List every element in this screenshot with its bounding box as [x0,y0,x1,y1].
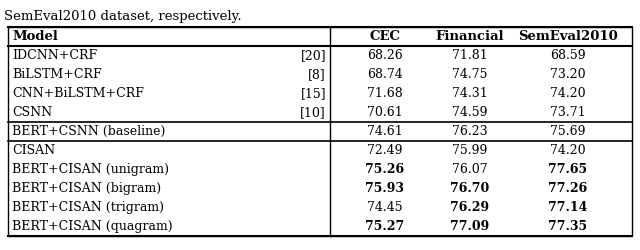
Text: 77.35: 77.35 [548,220,588,233]
Text: 71.81: 71.81 [452,49,488,62]
Text: 71.68: 71.68 [367,87,403,100]
Text: 76.23: 76.23 [452,125,488,138]
Text: CEC: CEC [369,30,401,43]
Text: 68.74: 68.74 [367,68,403,81]
Text: 75.26: 75.26 [365,163,404,176]
Text: 77.14: 77.14 [548,201,588,214]
Text: BiLSTM+CRF: BiLSTM+CRF [12,68,102,81]
Text: 77.26: 77.26 [548,182,588,195]
Text: 68.26: 68.26 [367,49,403,62]
Text: [20]: [20] [300,49,326,62]
Text: 76.70: 76.70 [451,182,490,195]
Text: 77.09: 77.09 [451,220,490,233]
Text: 73.71: 73.71 [550,106,586,119]
Text: 74.75: 74.75 [452,68,488,81]
Text: 77.65: 77.65 [548,163,588,176]
Text: 73.20: 73.20 [550,68,586,81]
Text: CNN+BiLSTM+CRF: CNN+BiLSTM+CRF [12,87,144,100]
Text: [15]: [15] [300,87,326,100]
Text: 75.69: 75.69 [550,125,586,138]
Text: IDCNN+CRF: IDCNN+CRF [12,49,97,62]
Text: 72.49: 72.49 [367,144,403,157]
Text: SemEval2010 dataset, respectively.: SemEval2010 dataset, respectively. [4,10,242,23]
Text: 75.93: 75.93 [365,182,404,195]
Text: BERT+CISAN (trigram): BERT+CISAN (trigram) [12,201,164,214]
Text: Financial: Financial [436,30,504,43]
Text: 74.59: 74.59 [452,106,488,119]
Text: [10]: [10] [300,106,326,119]
Text: 76.29: 76.29 [451,201,490,214]
Text: 70.61: 70.61 [367,106,403,119]
Text: BERT+CISAN (unigram): BERT+CISAN (unigram) [12,163,169,176]
Text: CISAN: CISAN [12,144,55,157]
Text: 74.31: 74.31 [452,87,488,100]
Text: BERT+CSNN (baseline): BERT+CSNN (baseline) [12,125,165,138]
Bar [8,27,632,236]
Text: 74.61: 74.61 [367,125,403,138]
Text: [8]: [8] [308,68,326,81]
Text: BERT+CISAN (quagram): BERT+CISAN (quagram) [12,220,173,233]
Text: 74.20: 74.20 [550,144,586,157]
Text: Model: Model [12,30,58,43]
Text: 68.59: 68.59 [550,49,586,62]
Text: 74.45: 74.45 [367,201,403,214]
Text: 74.20: 74.20 [550,87,586,100]
Text: SemEval2010: SemEval2010 [518,30,618,43]
Text: 75.27: 75.27 [365,220,404,233]
Text: CSNN: CSNN [12,106,52,119]
Text: 76.07: 76.07 [452,163,488,176]
Text: BERT+CISAN (bigram): BERT+CISAN (bigram) [12,182,161,195]
Text: 75.99: 75.99 [452,144,488,157]
